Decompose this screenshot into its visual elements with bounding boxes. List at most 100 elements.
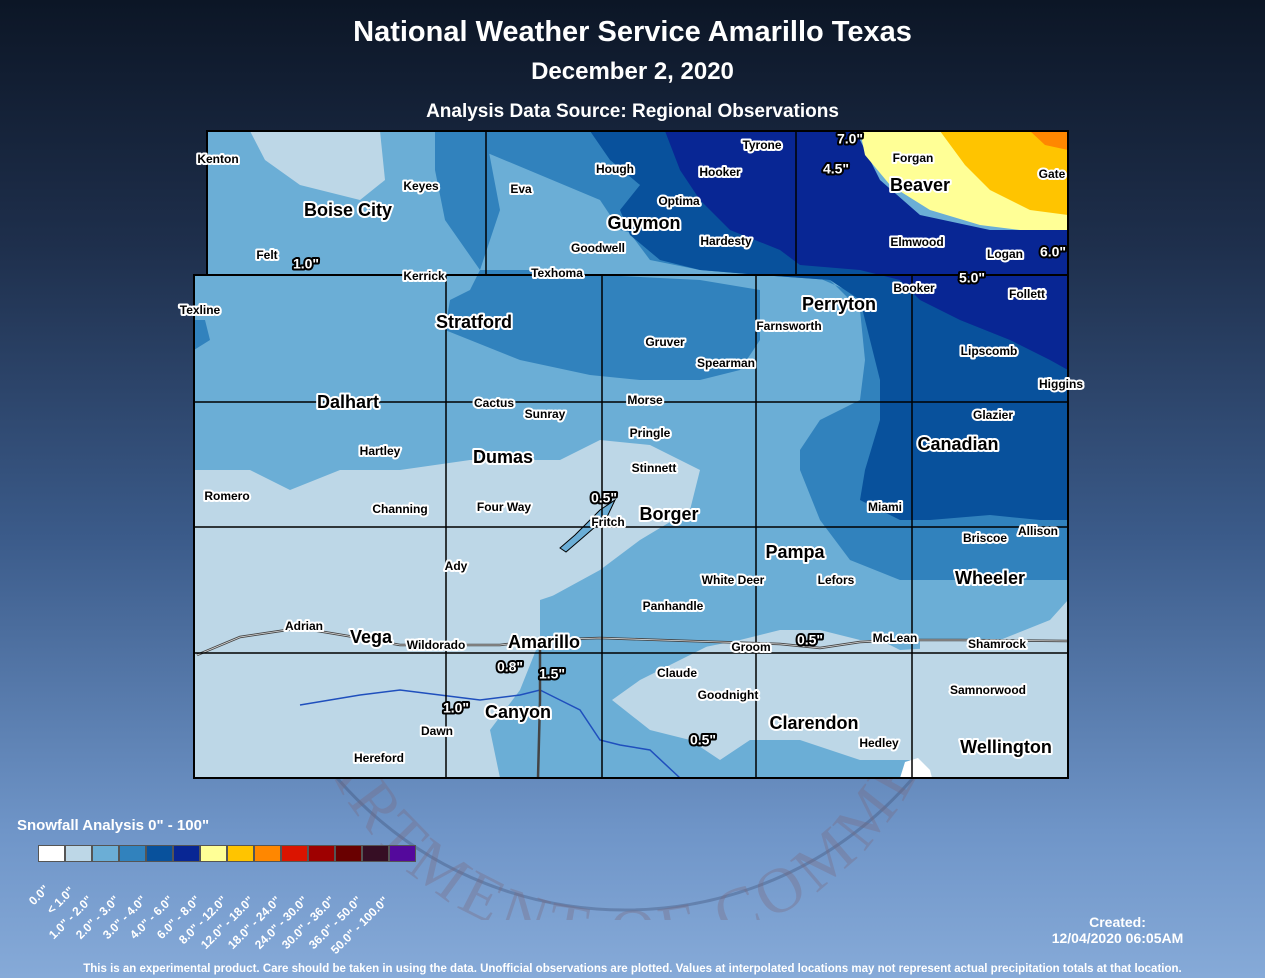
- city-label: Eva: [510, 182, 532, 196]
- snowfall-observation: 1.0": [293, 256, 319, 272]
- city-label: Hedley: [859, 736, 899, 750]
- city-label: Farnsworth: [756, 319, 821, 333]
- city-label: Tyrone: [742, 138, 781, 152]
- place-labels: Boise City Guymon Beaver Perryton Stratford D…: [178, 129, 1086, 767]
- city-label: Dawn: [421, 724, 453, 738]
- legend-swatch: [227, 845, 254, 862]
- city-label: Groom: [731, 640, 770, 654]
- city-label: Ady: [445, 559, 468, 573]
- snowfall-observation: 5.0": [959, 270, 985, 286]
- interstate-40-inner: [196, 627, 1069, 656]
- interstate-27: [536, 645, 542, 779]
- city-label: Four Way: [477, 500, 532, 514]
- city-label: Lipscomb: [961, 344, 1018, 358]
- city-label: Hartley: [360, 444, 401, 458]
- legend-swatch: [65, 845, 92, 862]
- city-label-major: Pampa: [765, 542, 825, 562]
- city-label: Hardesty: [700, 234, 752, 248]
- city-label: Cactus: [474, 396, 514, 410]
- city-label: Kerrick: [403, 269, 445, 283]
- city-label: Hough: [596, 162, 634, 176]
- city-label: Sunray: [525, 407, 566, 421]
- city-label: White Deer: [702, 573, 765, 587]
- city-label: Briscoe: [963, 531, 1007, 545]
- river: [299, 689, 681, 779]
- city-label: Wildorado: [407, 638, 466, 652]
- snowfall-observation: 6.0": [1040, 244, 1066, 260]
- snowfall-observation: 7.0": [837, 131, 863, 147]
- map-title: National Weather Service Amarillo Texas: [353, 16, 912, 48]
- city-label: Lefors: [818, 573, 855, 587]
- city-label: Samnorwood: [950, 683, 1026, 697]
- city-label: Felt: [256, 248, 277, 262]
- legend-swatch: [308, 845, 335, 862]
- legend-swatch: [254, 845, 281, 862]
- snowfall-observation: 1.0": [443, 700, 469, 716]
- city-label: Booker: [893, 281, 935, 295]
- snowfall-observation: 1.5": [539, 666, 565, 682]
- city-label: Glazier: [973, 408, 1013, 422]
- legend-swatch: [173, 845, 200, 862]
- snowfall-observation: 0.5": [591, 490, 617, 506]
- city-label: Goodwell: [571, 241, 625, 255]
- city-label: Logan: [987, 247, 1023, 261]
- snowfall-shading: [194, 131, 1068, 778]
- city-label-major: Borger: [639, 504, 698, 524]
- city-label: Kenton: [197, 152, 238, 166]
- city-label-major: Wellington: [960, 737, 1052, 757]
- city-label: Texhoma: [531, 266, 583, 280]
- city-label: Texline: [180, 303, 221, 317]
- city-label-major: Dumas: [473, 447, 533, 467]
- created-label: Created:: [1089, 914, 1146, 930]
- legend-swatches: [38, 845, 416, 862]
- city-label-major: Canadian: [917, 434, 998, 454]
- legend-swatch: [362, 845, 389, 862]
- snowfall-observation: 0.5": [690, 732, 716, 748]
- city-label-major: Boise City: [304, 200, 392, 220]
- city-label: Goodnight: [698, 688, 759, 702]
- created-timestamp: 12/04/2020 06:05AM: [1051, 930, 1184, 946]
- legend-swatch: [119, 845, 146, 862]
- snowfall-observation: 0.5": [797, 632, 823, 648]
- snowfall-observation: 0.8": [497, 659, 523, 675]
- city-label: Follett: [1009, 287, 1045, 301]
- snowfall-observation: 4.5": [823, 161, 849, 177]
- city-label-major: Beaver: [890, 175, 950, 195]
- legend-swatch: [200, 845, 227, 862]
- legend-swatch: [146, 845, 173, 862]
- city-label: Allison: [1018, 524, 1058, 538]
- city-label: Miami: [868, 500, 902, 514]
- legend-swatch: [92, 845, 119, 862]
- city-label: Stinnett: [632, 461, 677, 475]
- city-label: Gate: [1039, 167, 1066, 181]
- city-label-major: Perryton: [802, 294, 876, 314]
- city-label: Morse: [627, 393, 663, 407]
- disclaimer-footer: This is an experimental product. Care sh…: [83, 963, 1182, 975]
- city-label-major: Vega: [350, 627, 393, 647]
- city-label-major: Wheeler: [955, 568, 1025, 588]
- city-label: Claude: [657, 666, 697, 680]
- legend-swatch: [38, 845, 65, 862]
- city-label: Optima: [658, 194, 700, 208]
- city-label-major: Canyon: [485, 702, 551, 722]
- city-label: Channing: [372, 502, 427, 516]
- legend-title: Snowfall Analysis 0" - 100": [17, 817, 210, 834]
- city-label-major: Guymon: [607, 213, 680, 233]
- legend-swatch: [335, 845, 362, 862]
- city-label-major: Stratford: [436, 312, 512, 332]
- city-label: Adrian: [285, 619, 323, 633]
- city-label: Spearman: [697, 356, 755, 370]
- city-label: Fritch: [591, 515, 624, 529]
- city-label: Romero: [204, 489, 249, 503]
- legend-swatch: [281, 845, 308, 862]
- city-label: Keyes: [403, 179, 439, 193]
- city-label-major: Clarendon: [769, 713, 858, 733]
- city-label: Higgins: [1039, 377, 1083, 391]
- data-source: Analysis Data Source: Regional Observati…: [426, 101, 839, 122]
- city-label: Elmwood: [890, 235, 943, 249]
- city-label: Panhandle: [643, 599, 704, 613]
- county-lines: [193, 130, 1069, 779]
- city-label: Shamrock: [968, 637, 1026, 651]
- city-label: Hooker: [699, 165, 741, 179]
